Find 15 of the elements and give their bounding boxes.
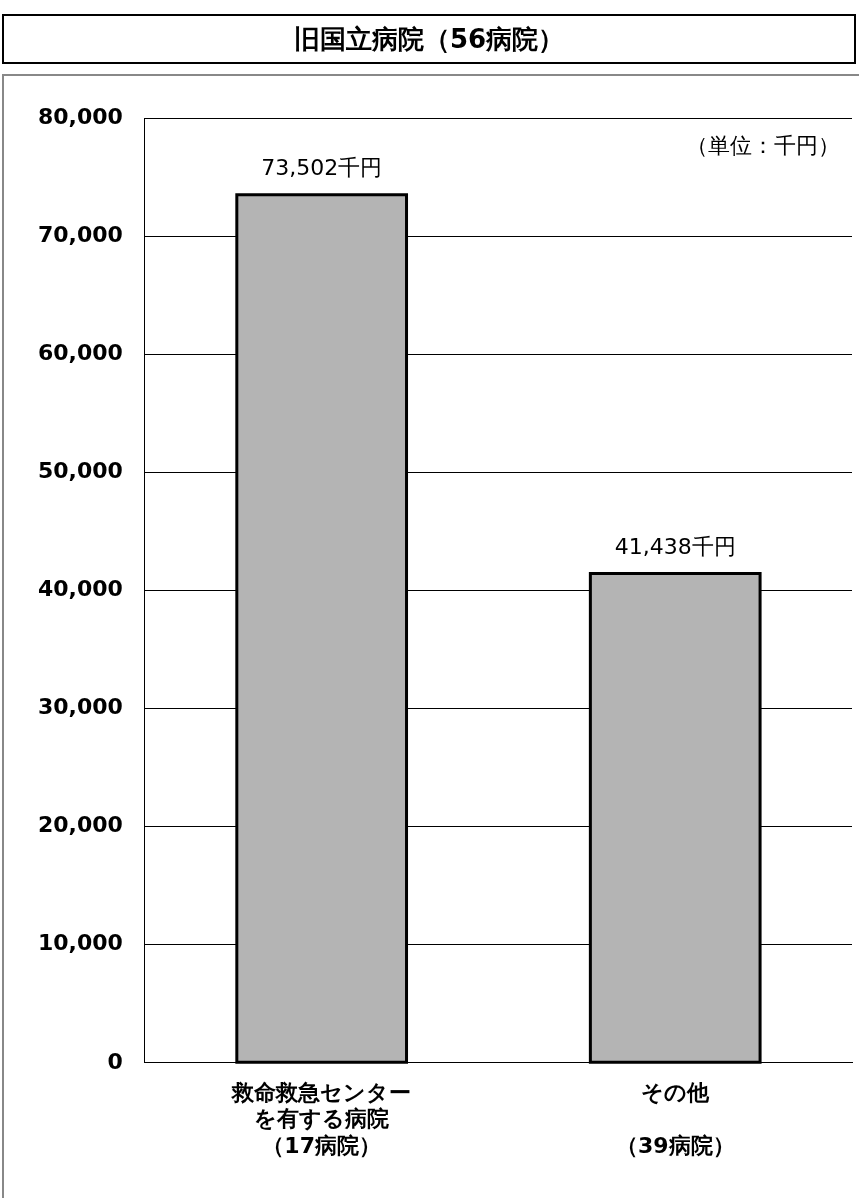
x-tick-label: 救命救急センターを有する病院（17病院）	[230, 1079, 412, 1158]
y-tick-label: 10,000	[37, 930, 123, 956]
y-tick-label: 0	[107, 1048, 123, 1074]
annotation: （単位：千円）	[686, 132, 840, 158]
category-label: その他（39病院）	[615, 1079, 735, 1158]
y-tick-label: 60,000	[37, 339, 123, 365]
data-label: 41,438千円	[614, 534, 736, 560]
chart-title: 旧国立病院（56病院）	[2, 14, 856, 64]
y-tick-label: 30,000	[37, 694, 123, 720]
data-label: 73,502千円	[261, 155, 383, 181]
y-tick-label: 50,000	[37, 458, 123, 484]
y-tick-label: 40,000	[37, 576, 123, 602]
y-tick-label: 70,000	[37, 221, 123, 247]
y-tick-label: 20,000	[37, 812, 123, 838]
y-tick-label: 80,000	[37, 103, 123, 129]
